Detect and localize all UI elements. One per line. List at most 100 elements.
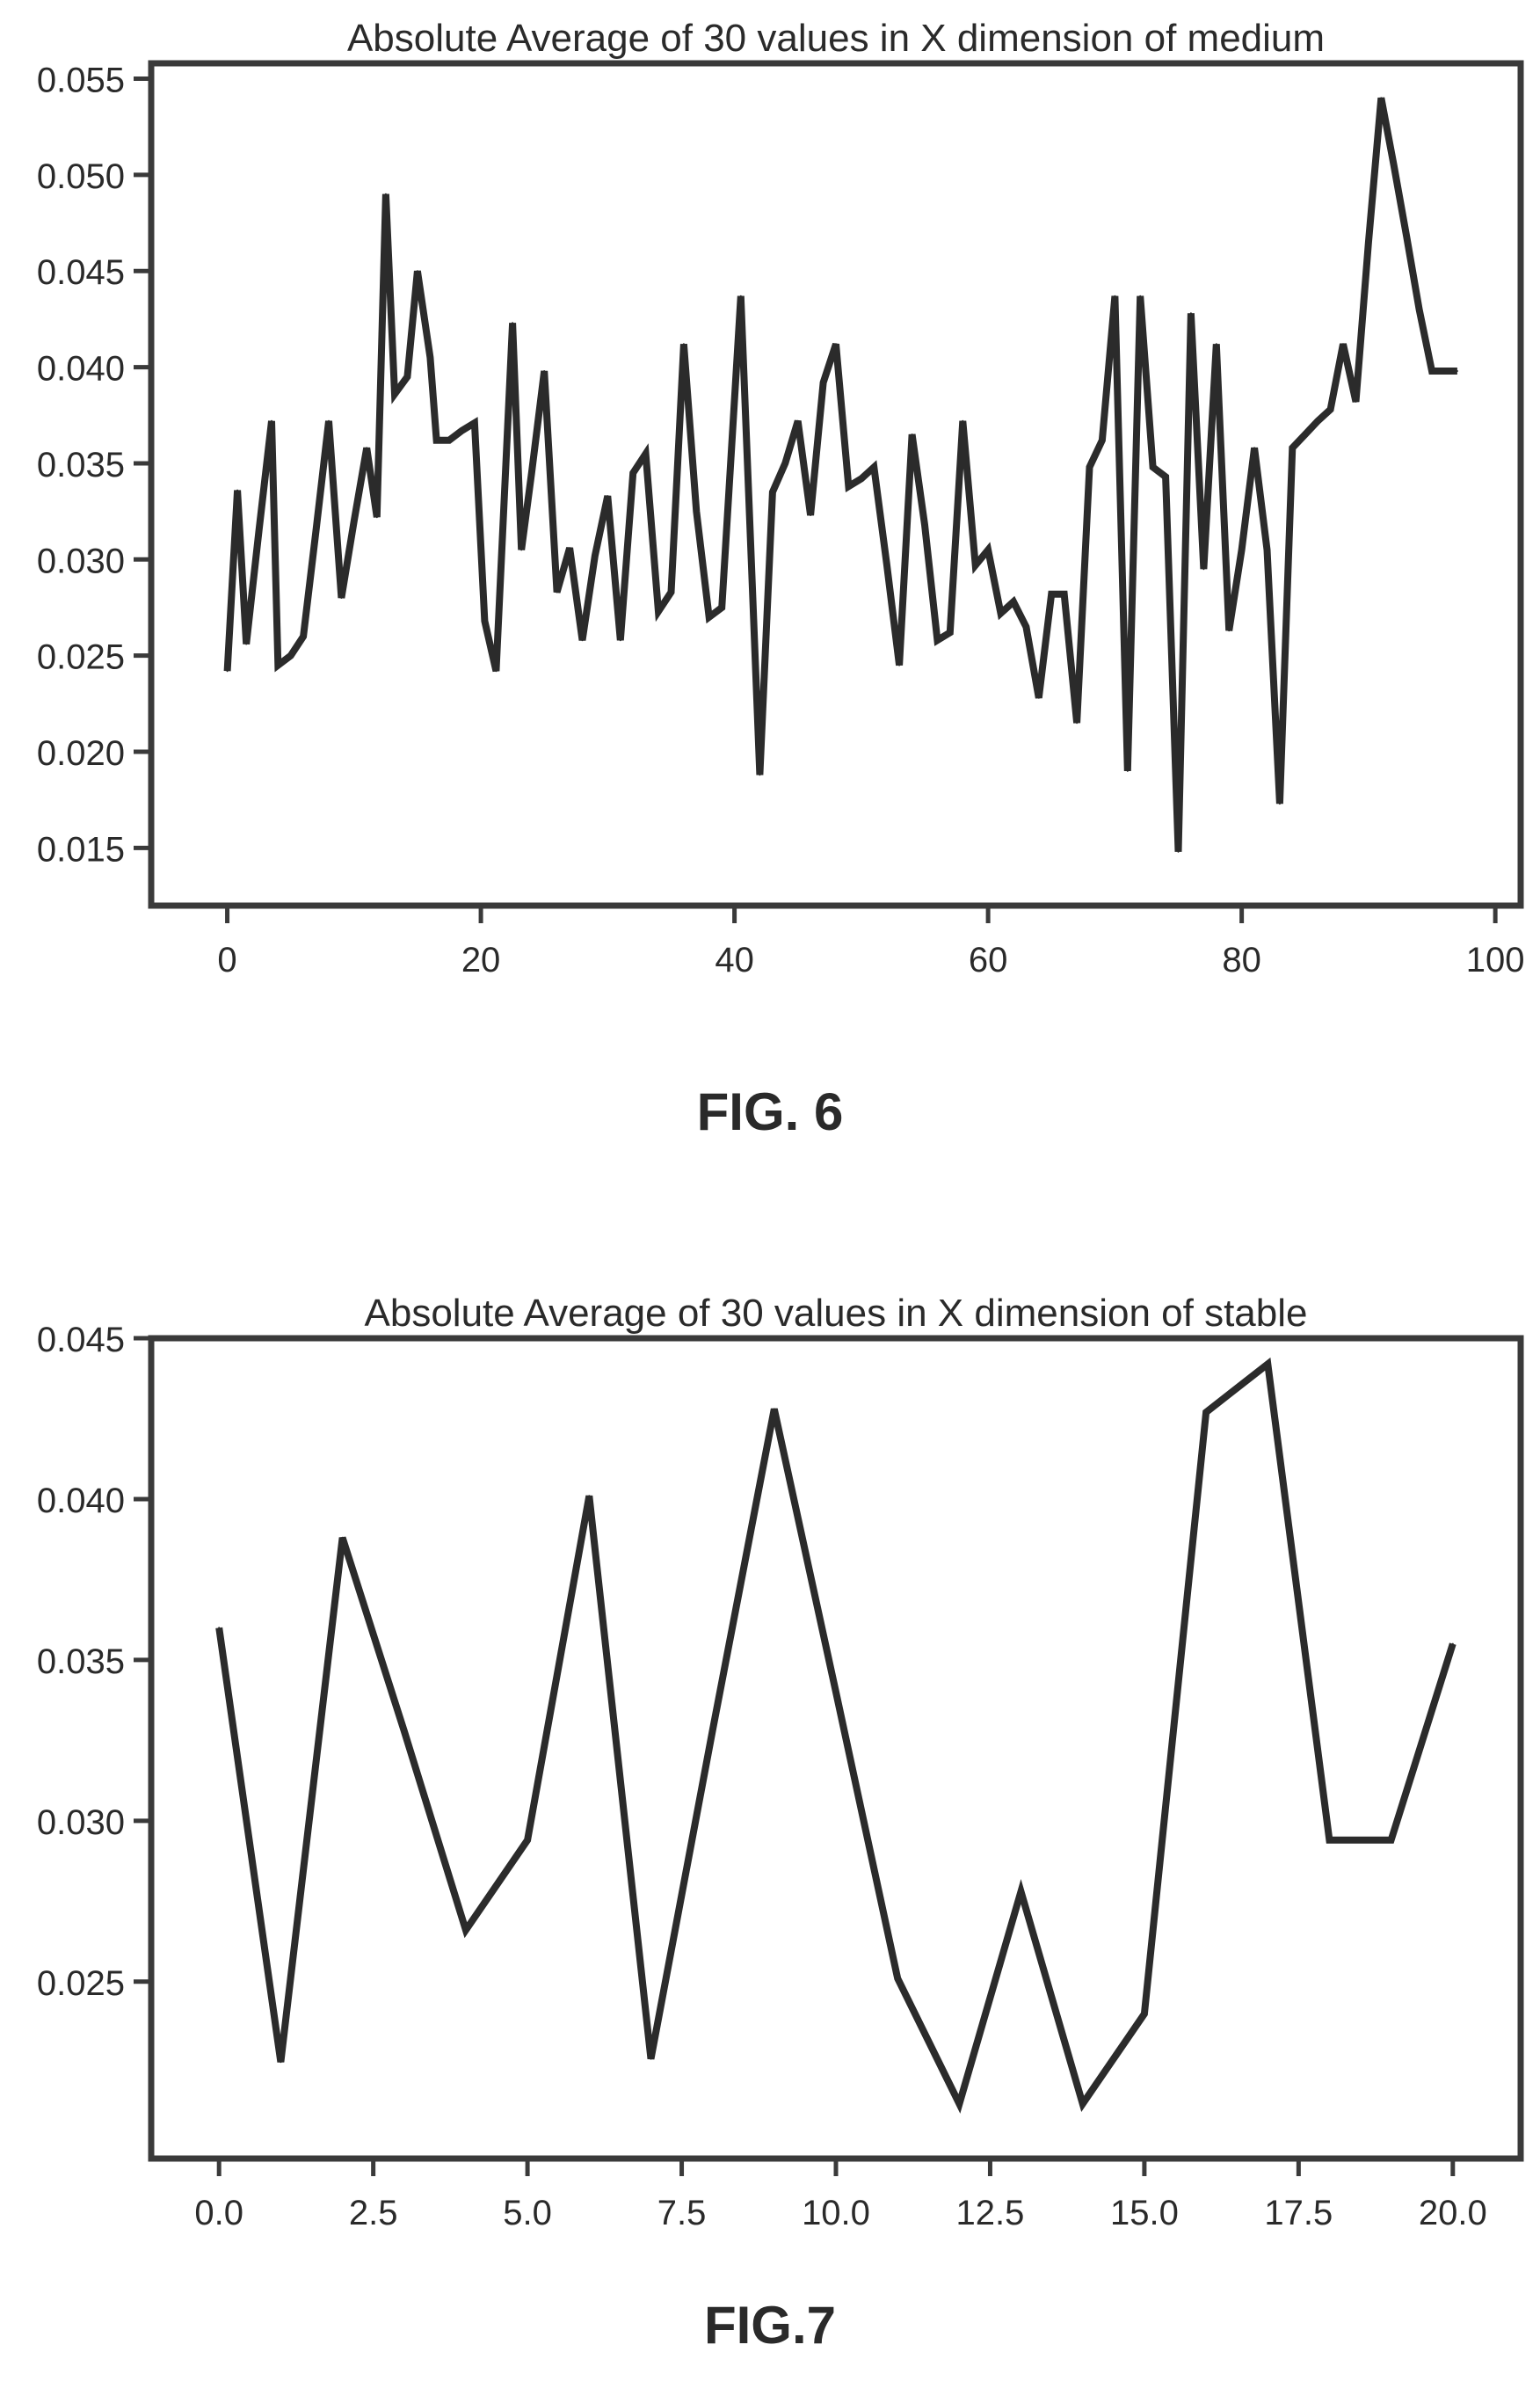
data-point bbox=[1205, 1411, 1208, 1414]
data-point bbox=[847, 485, 850, 488]
data-point bbox=[948, 631, 951, 634]
y-tick-label: 0.040 bbox=[37, 350, 125, 389]
data-point bbox=[1266, 549, 1268, 551]
data-point bbox=[394, 393, 396, 396]
data-point bbox=[1013, 601, 1014, 603]
data-point bbox=[711, 1729, 714, 1732]
data-point bbox=[1240, 549, 1243, 551]
data-point bbox=[593, 554, 596, 557]
data-point bbox=[773, 1408, 775, 1410]
data-point bbox=[495, 670, 498, 673]
data-point bbox=[352, 520, 355, 522]
plot-frame bbox=[148, 60, 1524, 909]
data-point bbox=[1355, 400, 1357, 403]
data-point bbox=[644, 453, 647, 455]
data-point bbox=[1443, 370, 1446, 372]
data-point bbox=[962, 419, 964, 422]
data-point bbox=[771, 491, 774, 493]
data-point bbox=[416, 270, 418, 273]
data-point bbox=[670, 591, 672, 593]
data-point bbox=[1328, 1839, 1331, 1841]
data-point bbox=[340, 597, 343, 599]
data-point bbox=[1215, 343, 1217, 346]
data-point bbox=[289, 654, 292, 657]
x-tick-label: 0 bbox=[217, 941, 236, 979]
data-point bbox=[1367, 241, 1369, 244]
data-point bbox=[277, 664, 280, 666]
data-point bbox=[1081, 2102, 1084, 2105]
data-point bbox=[448, 439, 450, 441]
data-point bbox=[1451, 1642, 1454, 1645]
data-point bbox=[366, 447, 368, 449]
data-point bbox=[280, 2061, 282, 2064]
data-point bbox=[708, 615, 710, 618]
chart-title: Absolute Average of 30 values in X dimen… bbox=[347, 17, 1325, 60]
data-point bbox=[1304, 433, 1306, 436]
x-tick-label: 80 bbox=[1222, 941, 1261, 979]
data-point bbox=[1456, 370, 1458, 372]
data-point bbox=[1037, 696, 1040, 699]
data-point bbox=[406, 375, 409, 378]
x-tick-label: 7.5 bbox=[657, 2194, 707, 2232]
y-tick-label: 0.025 bbox=[37, 638, 125, 677]
y-tick-label: 0.050 bbox=[37, 157, 125, 196]
data-point bbox=[429, 356, 432, 359]
data-point bbox=[619, 639, 621, 642]
data-point bbox=[911, 433, 913, 436]
x-tick-label: 100 bbox=[1466, 941, 1525, 979]
data-point bbox=[1267, 1363, 1269, 1365]
data-point bbox=[1143, 2013, 1145, 2015]
data-point bbox=[924, 523, 926, 526]
data-point bbox=[650, 2057, 652, 2060]
data-point bbox=[520, 549, 523, 551]
data-point bbox=[885, 562, 888, 564]
data-point bbox=[1317, 419, 1319, 422]
data-point bbox=[873, 466, 875, 469]
y-tick-label: 0.055 bbox=[37, 61, 125, 99]
data-point bbox=[657, 610, 659, 613]
y-tick-label: 0.045 bbox=[37, 1321, 125, 1359]
x-tick-label: 60 bbox=[969, 941, 1008, 979]
y-tick-label: 0.020 bbox=[37, 734, 125, 773]
data-point bbox=[1406, 235, 1408, 237]
x-tick-label: 15.0 bbox=[1110, 2194, 1179, 2232]
data-point bbox=[483, 620, 486, 623]
data-point bbox=[898, 664, 901, 666]
data-point bbox=[1291, 447, 1294, 449]
data-point bbox=[245, 643, 248, 645]
x-tick-label: 12.5 bbox=[956, 2194, 1025, 2232]
data-point bbox=[569, 547, 571, 550]
data-point bbox=[1050, 593, 1053, 595]
y-tick-label: 0.015 bbox=[37, 830, 125, 869]
data-point bbox=[1114, 295, 1116, 297]
x-tick-label: 5.0 bbox=[503, 2194, 552, 2232]
data-point bbox=[632, 471, 635, 474]
data-point bbox=[999, 612, 1002, 615]
data-point bbox=[936, 639, 939, 642]
chart-fig6: Absolute Average of 30 values in X dimen… bbox=[37, 17, 1525, 979]
data-point bbox=[375, 516, 378, 519]
x-tick-label: 10.0 bbox=[802, 2194, 870, 2232]
data-point bbox=[1189, 312, 1192, 315]
y-tick-label: 0.040 bbox=[37, 1482, 125, 1520]
data-point bbox=[464, 1929, 467, 1932]
data-point bbox=[1139, 295, 1142, 297]
data-point bbox=[302, 635, 305, 637]
data-point bbox=[435, 439, 438, 441]
data-point bbox=[556, 591, 558, 593]
data-point bbox=[1025, 625, 1028, 628]
data-point bbox=[721, 607, 723, 608]
data-point bbox=[974, 564, 977, 566]
data-point bbox=[1342, 343, 1344, 346]
data-point bbox=[1228, 630, 1231, 632]
data-point bbox=[328, 419, 330, 422]
series-line bbox=[215, 1357, 1456, 2114]
data-point bbox=[1020, 1890, 1022, 1893]
data-point bbox=[581, 639, 584, 642]
chart-fig7: Absolute Average of 30 values in X dimen… bbox=[37, 1292, 1524, 2232]
data-point bbox=[271, 419, 272, 422]
data-point bbox=[1177, 850, 1180, 853]
x-tick-label: 17.5 bbox=[1264, 2194, 1333, 2232]
data-point bbox=[1126, 769, 1129, 772]
data-point bbox=[226, 670, 229, 673]
